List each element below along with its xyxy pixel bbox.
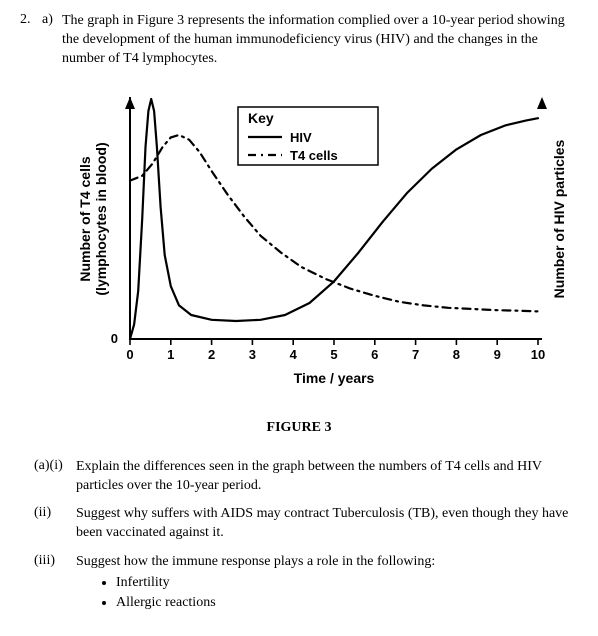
subq-text: Explain the differences seen in the grap…	[76, 458, 578, 496]
svg-text:Time / years: Time / years	[294, 370, 375, 386]
svg-text:(lymphocytes in blood): (lymphocytes in blood)	[93, 142, 109, 295]
svg-text:8: 8	[453, 347, 460, 362]
svg-text:0: 0	[111, 331, 118, 346]
svg-text:10: 10	[531, 347, 545, 362]
figure-3-chart: 0 1 2 3 4 5 6 7 8 9 10 0 Key HIV T4 cells Time / years N…	[68, 81, 578, 406]
question-header: 2. a) The graph in Figure 3 represents t…	[20, 12, 578, 69]
svg-text:2: 2	[208, 347, 215, 362]
svg-text:7: 7	[412, 347, 419, 362]
subq-num: (iii)	[34, 553, 76, 614]
svg-text:T4 cells: T4 cells	[290, 148, 338, 163]
subquestion-aiii: (iii) Suggest how the immune response pl…	[34, 553, 578, 614]
subq-num: (ii)	[34, 505, 76, 543]
subq-text: Suggest how the immune response plays a …	[76, 553, 578, 614]
svg-text:3: 3	[249, 347, 256, 362]
svg-text:9: 9	[494, 347, 501, 362]
question-part: a)	[42, 12, 62, 69]
svg-text:6: 6	[371, 347, 378, 362]
svg-text:Key: Key	[248, 110, 274, 126]
svg-text:Number of T4 cells: Number of T4 cells	[77, 156, 93, 281]
subq-text: Suggest why suffers with AIDS may contra…	[76, 505, 578, 543]
subq-aiii-lead: Suggest how the immune response plays a …	[76, 554, 435, 569]
svg-text:4: 4	[290, 347, 298, 362]
subq-aiii-bullets: Infertility Allergic reactions	[76, 574, 578, 613]
svg-text:HIV: HIV	[290, 130, 312, 145]
subquestion-ai: (a)(i) Explain the differences seen in t…	[34, 458, 578, 496]
question-prompt: The graph in Figure 3 represents the inf…	[62, 12, 578, 69]
bullet-item: Allergic reactions	[116, 594, 578, 613]
question-number: 2.	[20, 12, 42, 69]
subq-num: (a)(i)	[34, 458, 76, 496]
figure-caption: FIGURE 3	[20, 420, 578, 436]
svg-text:1: 1	[167, 347, 174, 362]
chart-svg: 0 1 2 3 4 5 6 7 8 9 10 0 Key HIV T4 cells Time / years N…	[68, 81, 568, 401]
svg-text:5: 5	[330, 347, 337, 362]
bullet-item: Infertility	[116, 574, 578, 593]
svg-text:0: 0	[126, 347, 133, 362]
svg-text:Number of HIV particles: Number of HIV particles	[551, 139, 567, 298]
subquestion-aii: (ii) Suggest why suffers with AIDS may c…	[34, 505, 578, 543]
